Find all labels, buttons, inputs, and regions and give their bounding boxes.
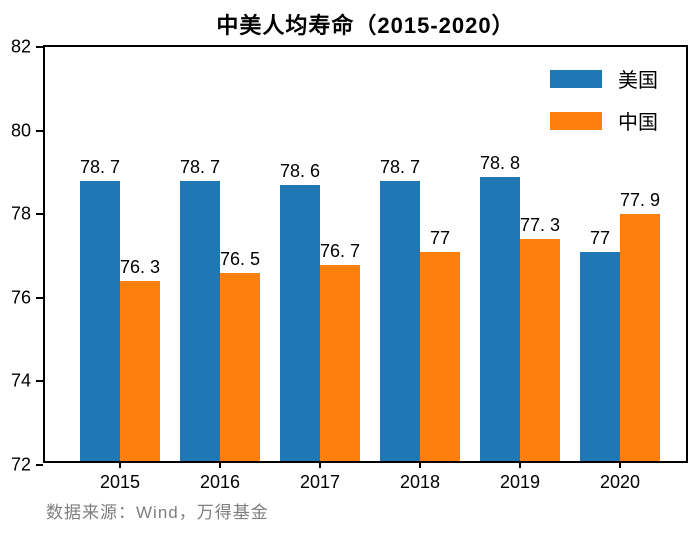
legend-swatch-cn-icon [550,111,602,130]
y-axis-tick-mark [36,380,43,383]
bar-value-label: 78. 7 [179,156,221,177]
y-axis-tick-label: 82 [10,36,31,57]
bar-value-label: 76. 7 [319,240,361,261]
x-axis-tick-label: 2018 [399,472,441,492]
y-axis-tick-label: 74 [10,370,31,391]
x-axis-tick-mark [219,461,221,468]
x-axis-tick-label: 2016 [199,472,241,492]
y-axis-tick-label: 72 [10,454,31,475]
y-axis-tick-mark [36,129,43,132]
x-axis-tick-mark [319,461,321,468]
x-axis-tick-label: 2017 [299,472,341,492]
bar-value-label: 78. 8 [479,152,521,173]
bar-us-2015 [80,180,120,461]
x-axis-tick-mark [619,461,621,468]
y-axis-tick-label: 78 [10,203,31,224]
bar-value-label: 76. 3 [119,257,161,278]
bar-us-2017 [280,185,320,461]
bar-value-label: 77 [429,228,451,248]
bar-cn-2020 [620,214,660,461]
plot-area: 美国 中国 72 74 76 78 80 82 2015 2016 2017 2018 2019 20… [11,37,688,492]
legend-item-cn: 中国 [550,106,658,135]
bar-value-label: 78. 7 [79,156,121,177]
bar-value-label: 77. 3 [519,215,561,236]
y-axis-tick-label: 80 [10,120,31,141]
y-axis-tick-mark [36,213,43,216]
x-axis-tick-label: 2015 [99,472,141,492]
bar-us-2019 [480,176,520,461]
bar-cn-2016 [220,272,260,461]
bar-value-label: 77 [589,228,611,248]
bar-cn-2018 [420,252,460,461]
x-axis-tick-label: 2020 [599,472,641,492]
y-axis-tick-mark [36,464,43,466]
x-axis-tick-mark [519,461,521,468]
x-axis-tick-label: 2019 [499,472,541,492]
x-axis-tick-mark [119,461,121,468]
y-axis-tick-mark [36,46,43,48]
bar-cn-2019 [520,239,560,461]
bar-value-label: 77. 9 [619,190,661,211]
legend-item-us: 美国 [550,64,658,93]
bar-us-2016 [180,180,220,461]
bar-value-label: 78. 7 [379,156,421,177]
bar-us-2020 [580,252,620,461]
legend-swatch-us-icon [550,69,602,88]
bar-value-label: 76. 5 [219,248,261,269]
legend: 美国 中国 [550,64,658,135]
y-axis-tick-mark [36,296,43,299]
x-axis-tick-mark [419,461,421,468]
legend-label-us: 美国 [618,70,658,92]
y-axis-tick-label: 76 [10,287,31,308]
source-note: 数据来源：Wind，万得基金 [46,503,269,522]
chart-title: 中美人均寿命（2015-2020） [216,13,515,38]
legend-label-cn: 中国 [618,112,658,134]
bar-us-2018 [380,180,420,461]
bar-cn-2017 [320,264,360,461]
bar-value-label: 78. 6 [279,161,321,182]
bar-cn-2015 [120,281,160,461]
